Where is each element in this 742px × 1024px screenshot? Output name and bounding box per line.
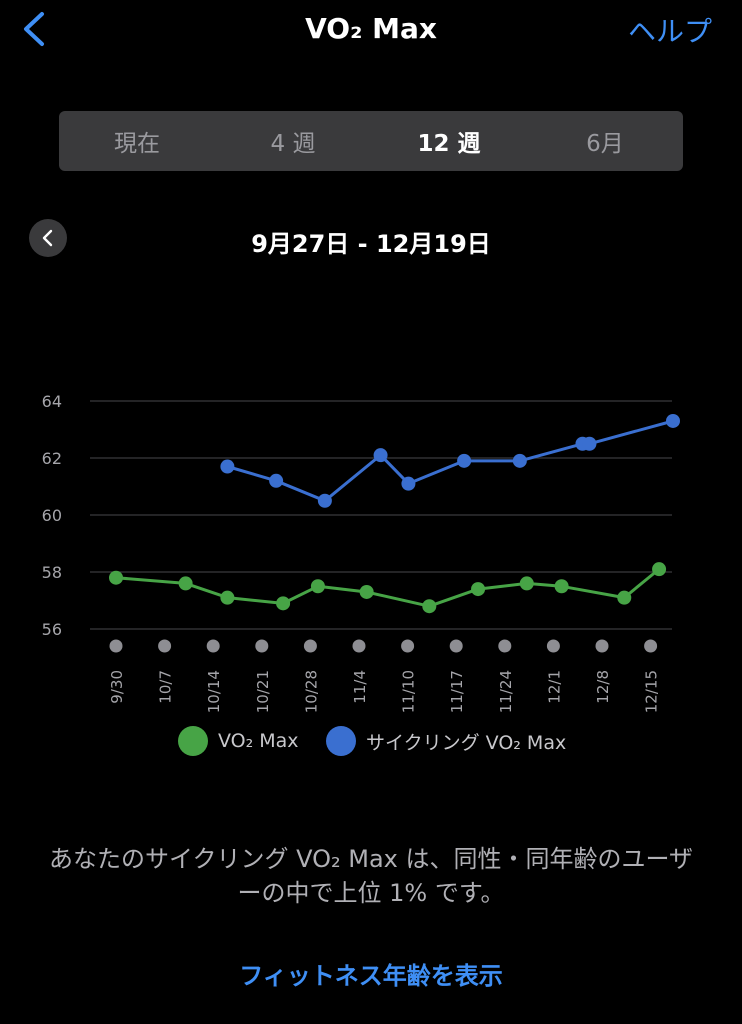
vo2-max-point (220, 590, 235, 605)
date-range-label: 9月27日 - 12月19日 (251, 230, 491, 258)
help-button[interactable]: ヘルプ (627, 15, 712, 48)
navigation-bar: VO₂ Max ヘルプ (0, 0, 742, 64)
x-tick-label: 9/30 (108, 670, 126, 704)
x-tick-dot (449, 639, 463, 653)
vo2-max-point (359, 584, 374, 599)
legend-item-cycling-vo2-max: サイクリング VO₂ Max (326, 726, 566, 756)
y-tick-label: 60 (42, 506, 62, 525)
cycling-vo2-max-point (317, 493, 332, 508)
cycling-vo2-max-point (512, 453, 527, 468)
x-tick-label: 12/15 (643, 670, 661, 713)
x-tick-dot (546, 639, 560, 653)
cycling-vo2-max-point (582, 436, 597, 451)
summary-text: あなたのサイクリング VO₂ Max は、同性・同年齢のユーザーの中で上位 1%… (48, 845, 694, 907)
cycling-vo2-max-point (373, 448, 388, 463)
cycling-vo2-max-point (666, 413, 680, 428)
x-tick-label: 10/14 (205, 670, 223, 713)
y-tick-label: 56 (42, 620, 62, 639)
x-tick-dot (595, 639, 609, 653)
cycling-vo2-max-point (269, 473, 284, 488)
legend-label: VO₂ Max (218, 730, 299, 752)
y-tick-label: 58 (42, 563, 62, 582)
legend-label: サイクリング VO₂ Max (366, 731, 567, 754)
x-tick-dot (255, 639, 269, 653)
vo2-max-point (617, 590, 632, 605)
x-tick-dot (158, 639, 172, 653)
x-tick-dot (352, 639, 366, 653)
legend-swatch-vo2-max (178, 726, 208, 756)
y-tick-label: 64 (42, 392, 62, 411)
chevron-left-icon (42, 229, 53, 247)
vo2-max-point (422, 599, 437, 614)
y-tick-label: 62 (42, 449, 62, 468)
x-tick-label: 12/8 (594, 670, 612, 704)
previous-period-button[interactable] (29, 219, 67, 257)
x-tick-label: 11/4 (351, 670, 369, 704)
vo2-max-line (114, 567, 661, 608)
x-tick-dot (109, 639, 123, 653)
cycling-vo2-max-point (401, 476, 416, 491)
vo2-max-point (519, 576, 534, 591)
legend-item-vo2-max: VO₂ Max (178, 726, 299, 756)
x-tick-dot (644, 639, 658, 653)
x-tick-label: 11/10 (400, 670, 418, 713)
x-tick-dot (206, 639, 220, 653)
show-fitness-age-link[interactable]: フィットネス年齢を表示 (239, 962, 503, 990)
x-tick-label: 12/1 (545, 670, 563, 704)
vo2-max-point (554, 579, 569, 594)
tab-4-weeks[interactable]: 4 週 (270, 131, 316, 157)
cycling-vo2-max-point (220, 459, 235, 474)
vo2-max-point (276, 596, 291, 611)
vo2-max-point (178, 576, 193, 591)
x-tick-dot (498, 639, 512, 653)
cycling-vo2-max-line (225, 419, 675, 503)
chevron-left-icon[interactable] (18, 10, 52, 48)
vo2-max-point (652, 562, 667, 577)
legend-swatch-cycling-vo2-max (326, 726, 356, 756)
vo2-max-point (109, 570, 123, 585)
x-tick-label: 10/7 (157, 670, 175, 704)
vo2-max-point (310, 579, 325, 594)
tab-12-weeks[interactable]: 12 週 (417, 131, 481, 157)
tab-current[interactable]: 現在 (114, 131, 160, 157)
vo2-max-line-chart: 56 58 60 62 64 9/30 10/7 10/14 10/21 10/28 11/4 11/… (42, 392, 680, 713)
x-tick-label: 11/17 (448, 670, 466, 713)
chart-legend: VO₂ Max サイクリング VO₂ Max (0, 726, 742, 762)
x-tick-dot (303, 639, 317, 653)
x-tick-label: 10/28 (302, 670, 320, 713)
page-title: VO₂ Max (305, 12, 437, 45)
tab-6-months[interactable]: 6月 (586, 131, 624, 157)
x-tick-dot (401, 639, 415, 653)
x-tick-label: 11/24 (497, 670, 515, 713)
period-segmented-control: 現在 4 週 12 週 6月 (59, 111, 683, 171)
vo2-max-point (471, 582, 486, 597)
x-tick-label: 10/21 (254, 670, 272, 713)
cycling-vo2-max-point (457, 453, 472, 468)
